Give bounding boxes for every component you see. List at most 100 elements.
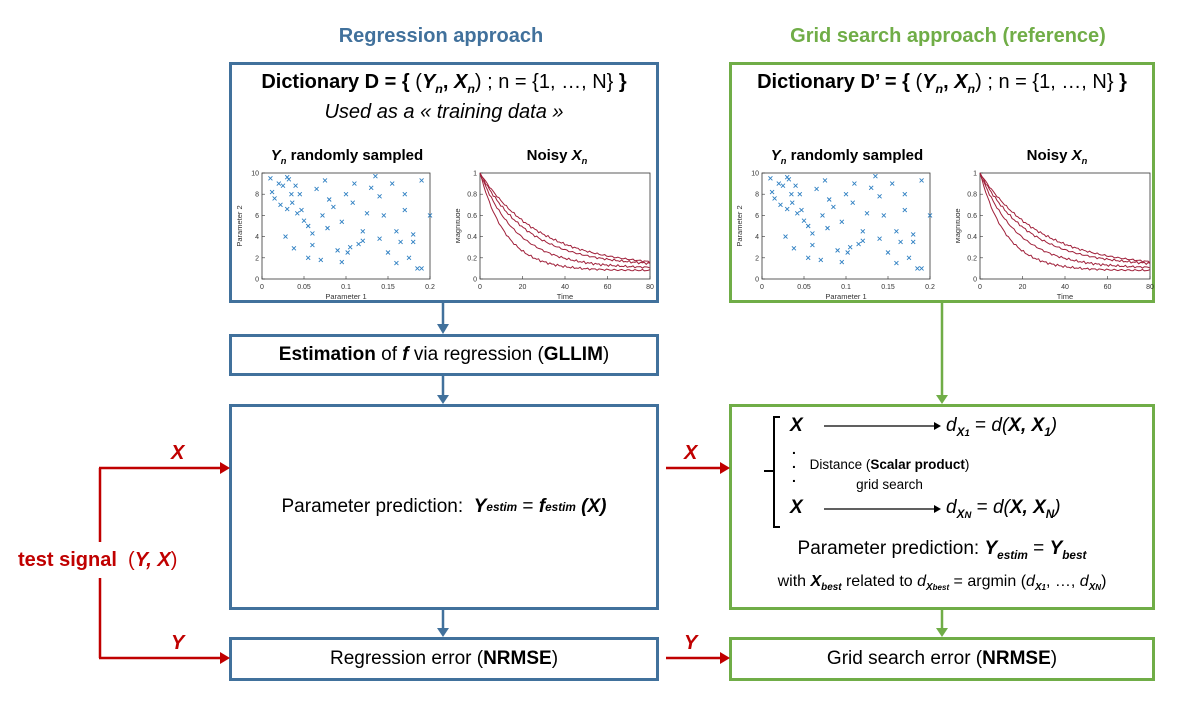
grid-x-top: X bbox=[790, 415, 803, 436]
scatter-point bbox=[769, 189, 775, 195]
scatter-point bbox=[318, 257, 324, 263]
scatter-point bbox=[810, 242, 815, 248]
scatter-point bbox=[356, 241, 361, 247]
right-scatter-chart: 0 0.05 0.1 0.15 0.2 0 2 4 6 8 10 Parameter 1 Paramet… bbox=[736, 171, 935, 302]
test-signal-label: test signal (Y, X) bbox=[18, 549, 178, 572]
left-noisy-chart: 0 20 40 60 80 0 0.2 0.4 0.6 0.8 1 Time Magnitude bbox=[456, 171, 654, 302]
distance-d1: dX1 = d(X, X1) bbox=[946, 415, 1058, 439]
x-tick-label: 0.2 bbox=[425, 284, 435, 291]
y-tick-label: 6 bbox=[255, 213, 259, 220]
y-tick-label: 6 bbox=[755, 213, 759, 220]
x-tick-label: 0.15 bbox=[881, 284, 895, 291]
scatter-point bbox=[850, 200, 856, 205]
y-tick-label: 8 bbox=[255, 192, 259, 199]
scatter-point bbox=[294, 210, 300, 216]
left-scatter-chart: 0 0.05 0.1 0.15 0.2 0 2 4 6 8 10 Parameter 1 Paramet… bbox=[236, 171, 435, 302]
distance-dN: dXN = d(X, XN) bbox=[946, 497, 1061, 521]
regression-error-box: Regression error (NRMSE) bbox=[229, 637, 659, 681]
x-tick-label: 0 bbox=[760, 284, 764, 291]
y-tick-label: 2 bbox=[755, 255, 759, 262]
scatter-point bbox=[293, 183, 298, 189]
red-arrows bbox=[98, 462, 730, 664]
scatter-point bbox=[377, 194, 382, 199]
scatter-point bbox=[331, 204, 336, 210]
scatter-point bbox=[902, 207, 908, 213]
right-prediction-text: Parameter prediction: Yestim = Ybest bbox=[797, 538, 1087, 562]
y-axis-label: Parameter 2 bbox=[736, 205, 744, 246]
y-tick-label: 0.6 bbox=[967, 213, 977, 220]
scatter-point bbox=[805, 255, 811, 261]
grid-x-bottom: X bbox=[790, 497, 803, 518]
x-tick-label: 0 bbox=[478, 284, 482, 291]
y-tick-label: 2 bbox=[255, 255, 259, 262]
scatter-point bbox=[343, 191, 349, 197]
scatter-point bbox=[894, 228, 899, 234]
scatter-point bbox=[873, 173, 878, 179]
scatter-point bbox=[419, 178, 424, 183]
estimation-text: Estimation of f via regression (GLLIM) bbox=[278, 344, 610, 365]
scatter-point bbox=[272, 196, 277, 201]
scatter-point bbox=[915, 266, 920, 271]
x-tick-label: 40 bbox=[1061, 284, 1069, 291]
scatter-point bbox=[314, 186, 319, 192]
blue-arrows bbox=[437, 303, 449, 637]
scatter-point bbox=[339, 259, 345, 265]
x-tick-label: 0 bbox=[260, 284, 264, 291]
scatter-point bbox=[289, 200, 295, 205]
scatter-point bbox=[780, 183, 786, 189]
scatter-point bbox=[406, 255, 412, 261]
y-tick-label: 10 bbox=[751, 171, 759, 178]
scatter-point bbox=[305, 223, 311, 229]
scatter-point bbox=[768, 175, 773, 181]
scatter-point bbox=[877, 194, 882, 199]
regression-column-title: Regression approach bbox=[338, 25, 544, 47]
scatter-point bbox=[860, 228, 866, 234]
scatter-point bbox=[789, 200, 795, 205]
x-axis-label: Time bbox=[557, 292, 573, 301]
green-arrows bbox=[936, 303, 948, 637]
brace-icon bbox=[764, 416, 780, 528]
x-tick-label: 0.1 bbox=[341, 284, 351, 291]
scatter-point bbox=[373, 173, 378, 179]
y-tick-label: 0 bbox=[973, 277, 977, 284]
y-tick-label: 0 bbox=[755, 277, 759, 284]
scatter-point bbox=[927, 213, 933, 218]
y-tick-label: 0.2 bbox=[967, 255, 977, 262]
scatter-point bbox=[350, 200, 356, 205]
distance-caption: Distance (Scalar product) grid search bbox=[809, 457, 970, 492]
scatter-point bbox=[839, 219, 845, 225]
scatter-point bbox=[347, 244, 353, 250]
scatter-point bbox=[415, 266, 420, 271]
scatter-point bbox=[814, 186, 819, 192]
left-dictionary-title: Dictionary D = { (Yn, Xn) ; n = {1, …, N… bbox=[261, 71, 627, 96]
scatter-point bbox=[793, 183, 798, 189]
scatter-point bbox=[291, 245, 297, 251]
signal-line bbox=[979, 172, 1151, 269]
scatter-point bbox=[410, 232, 416, 237]
scatter-point bbox=[320, 213, 325, 218]
scatter-point bbox=[310, 231, 315, 236]
scatter-point bbox=[856, 241, 861, 247]
scatter-point bbox=[818, 257, 824, 263]
scatter-point bbox=[797, 191, 803, 197]
scatter-point bbox=[389, 181, 395, 186]
signal-line bbox=[479, 172, 651, 264]
scatter-point bbox=[794, 210, 800, 216]
scatter-point bbox=[825, 225, 830, 231]
scatter-point bbox=[402, 191, 408, 197]
scatter-point bbox=[805, 223, 811, 229]
scatter-point bbox=[791, 245, 797, 251]
scatter-point bbox=[902, 191, 908, 197]
scatter-point bbox=[286, 177, 292, 182]
dots-1: . bbox=[792, 441, 796, 457]
scatter-point bbox=[322, 178, 328, 183]
scatter-point bbox=[831, 204, 836, 210]
y-tick-label: 0 bbox=[255, 277, 259, 284]
right-dictionary-box: Dictionary D’ = { (Yn, Xn) ; n = {1, …, … bbox=[729, 62, 1155, 303]
x-tick-label: 0.05 bbox=[797, 284, 811, 291]
scatter-point bbox=[268, 175, 273, 181]
y-tick-label: 1 bbox=[473, 171, 477, 178]
scatter-point bbox=[305, 255, 311, 261]
x-tick-label: 80 bbox=[646, 284, 654, 291]
right-grid-search-box: X dX1 = d(X, X1) . . . Distance (Scalar … bbox=[729, 404, 1155, 610]
